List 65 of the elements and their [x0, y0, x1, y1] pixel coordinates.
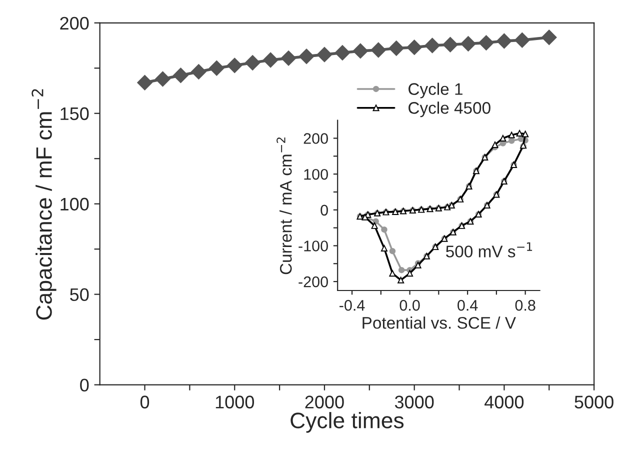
- point: [514, 32, 530, 48]
- point: [155, 71, 170, 87]
- x-axis-title: Potential vs. SCE / V: [362, 316, 516, 329]
- point: [334, 45, 350, 60]
- point: [406, 270, 414, 277]
- point: [371, 222, 378, 229]
- x-tick-label: 0.4: [458, 300, 478, 311]
- point: [280, 50, 296, 66]
- x-tick-label: 0.8: [515, 300, 536, 311]
- x-tick-label: 0.0: [400, 300, 420, 311]
- y-tick-label: 0: [80, 378, 89, 392]
- point: [508, 138, 515, 144]
- point: [370, 42, 386, 58]
- point: [522, 130, 529, 138]
- y-tick-label: 200: [60, 16, 89, 30]
- point: [352, 43, 368, 59]
- point: [478, 35, 494, 50]
- annotation: 500 mV s$^{−1}$: [446, 242, 532, 258]
- point: [372, 218, 379, 224]
- y-axis-title: Current / mA cm$^{−2}$: [276, 138, 292, 274]
- x-tick-label: -0.4: [340, 300, 365, 311]
- point: [209, 60, 224, 76]
- point: [398, 266, 405, 274]
- point: [496, 33, 512, 49]
- point: [316, 46, 332, 62]
- point: [389, 270, 396, 277]
- y-tick-label: 100: [60, 198, 89, 211]
- point: [298, 48, 314, 64]
- y-tick-label: 0: [320, 204, 328, 216]
- point: [245, 55, 260, 70]
- x-tick-label: 3000: [394, 396, 434, 408]
- point: [137, 75, 152, 90]
- x-tick-label: 1000: [216, 396, 254, 408]
- x-axis-title: Cycle times: [290, 412, 404, 433]
- y-axis-title: Capacitance / mF cm$^{−2}$: [32, 89, 56, 320]
- point: [388, 40, 404, 56]
- point: [460, 36, 476, 52]
- point: [380, 244, 388, 252]
- point: [262, 52, 278, 68]
- point: [500, 134, 506, 142]
- legend-label: Cycle 1: [408, 82, 462, 98]
- x-tick-label: 0: [140, 396, 150, 408]
- point: [398, 276, 404, 284]
- y-tick-label: 100: [304, 168, 328, 180]
- x-tick-label: 5000: [574, 396, 614, 408]
- y-tick-label: -200: [298, 276, 328, 288]
- legend-label: Cycle 4500: [408, 102, 490, 118]
- x-tick-label: 4000: [484, 396, 524, 408]
- point: [191, 64, 206, 80]
- point: [442, 37, 458, 52]
- point: [173, 68, 188, 83]
- point: [389, 248, 396, 254]
- point: [406, 40, 422, 55]
- y-tick-label: 200: [304, 133, 328, 144]
- point: [381, 226, 388, 233]
- y-tick-label: 50: [70, 288, 89, 302]
- point: [508, 132, 515, 138]
- point: [516, 130, 523, 136]
- x-tick-label: 2000: [305, 396, 344, 408]
- point: [542, 30, 557, 45]
- point: [424, 38, 440, 54]
- point: [227, 58, 242, 73]
- point: [492, 141, 498, 148]
- y-tick-label: 150: [60, 107, 89, 120]
- y-tick-label: -100: [298, 240, 328, 252]
